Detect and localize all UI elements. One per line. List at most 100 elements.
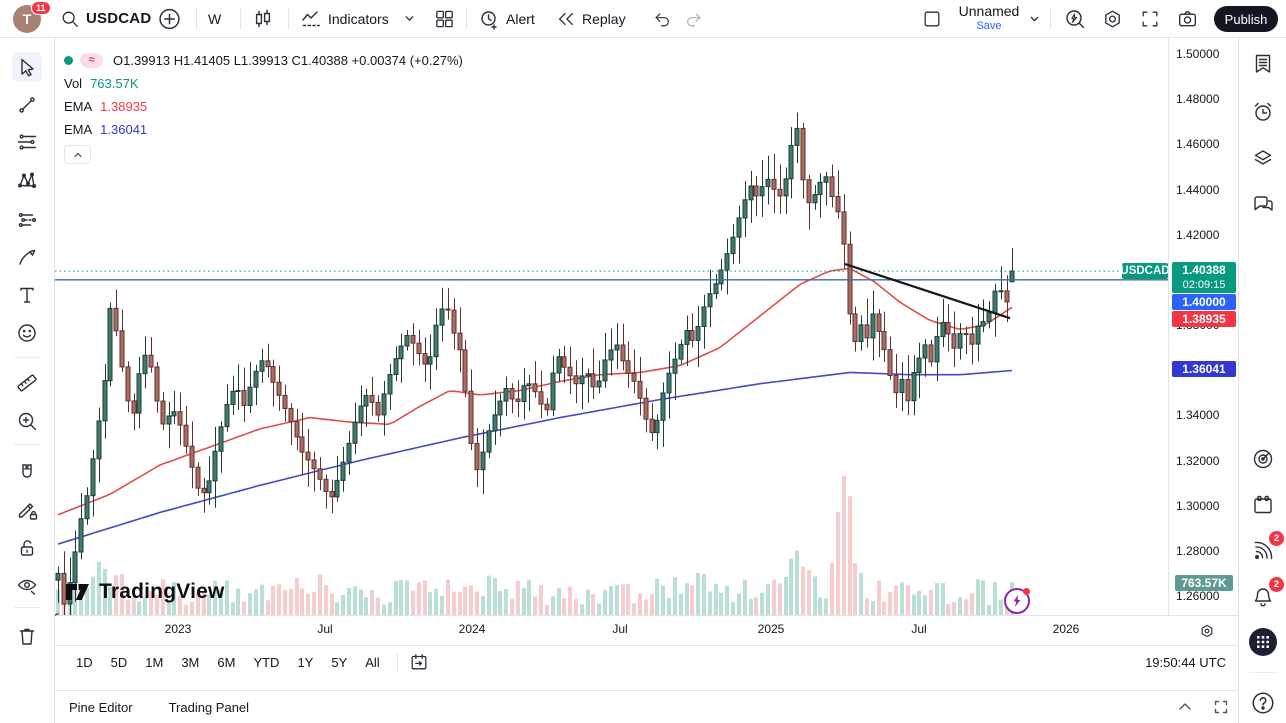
lock-drawings-button[interactable] [12, 533, 42, 563]
ema-slow-value: 1.36041 [100, 121, 148, 137]
alert-button[interactable]: Alert [478, 8, 535, 30]
indicators-dropdown-chevron-icon[interactable] [403, 12, 416, 25]
search-icon [60, 9, 80, 29]
all-apps-button[interactable] [1249, 628, 1277, 656]
range-button-ytd[interactable]: YTD [253, 654, 280, 670]
panel-maximize-button[interactable] [1211, 697, 1231, 717]
panel-collapse-button[interactable] [1175, 697, 1195, 717]
time-axis[interactable]: 2023 Jul 2024 Jul 2025 Jul 2026 [55, 615, 1238, 645]
plus-circle-icon [159, 8, 180, 29]
range-button-1y[interactable]: 1Y [297, 654, 314, 670]
range-button-1m[interactable]: 1M [145, 654, 164, 670]
eye-pencil-icon [17, 579, 37, 595]
alarm-clock-icon [1254, 102, 1272, 121]
tradingview-watermark: TradingView [64, 578, 225, 605]
emoji-tool-button[interactable] [12, 318, 42, 348]
ideas-button[interactable] [1248, 444, 1278, 474]
redo-button[interactable] [684, 9, 704, 29]
indicators-button[interactable]: Indicators [300, 8, 416, 30]
toolbar-divider [396, 653, 398, 671]
chart-legend: ≈ O1.39913 H1.41405 L1.39913 C1.40388 +0… [64, 50, 463, 164]
fullscreen-button[interactable] [1140, 9, 1160, 29]
trend-line-drawing[interactable] [844, 262, 1011, 320]
price-tick: 1.30000 [1176, 498, 1220, 513]
pattern-tool-button[interactable] [12, 165, 42, 195]
camera-icon [1179, 10, 1196, 26]
tab-trading-panel[interactable]: Trading Panel [168, 699, 250, 715]
range-button-5y[interactable]: 5Y [331, 654, 348, 670]
layout-select-button[interactable] [922, 9, 942, 29]
layout-dropdown-chevron-icon[interactable] [1028, 12, 1041, 25]
alerts-button[interactable] [1248, 97, 1278, 127]
calendar-button[interactable] [1248, 490, 1278, 520]
brush-tool-button[interactable] [12, 242, 42, 272]
layout-save-link[interactable]: Save [976, 20, 1002, 32]
layout-templates-button[interactable] [434, 8, 455, 29]
watchlist-button[interactable] [1248, 49, 1278, 79]
tab-pine-editor[interactable]: Pine Editor [69, 699, 133, 715]
range-button-1d[interactable]: 1D [76, 654, 93, 670]
time-label: 2023 [164, 622, 192, 636]
layout-name-label: Unnamed [958, 3, 1020, 19]
legend-collapse-button[interactable] [64, 145, 91, 164]
remove-drawings-button[interactable] [12, 621, 42, 651]
time-label: Jul [911, 622, 927, 636]
chat-button[interactable] [1248, 189, 1278, 219]
quick-search-button[interactable] [1064, 8, 1086, 30]
ema-fast-value: 1.38935 [100, 98, 148, 114]
ticker-price-tag: USDCAD [1120, 263, 1168, 280]
market-status-dot [64, 55, 73, 65]
instant-trading-button[interactable] [1004, 588, 1030, 614]
price-axis[interactable]: 1.260001.280001.300001.320001.340001.380… [1168, 38, 1238, 615]
chart-style-button[interactable] [252, 8, 274, 30]
undo-button[interactable] [652, 9, 672, 29]
watchlist-icon [1255, 54, 1271, 73]
range-button-3m[interactable]: 3M [181, 654, 200, 670]
price-tick: 1.32000 [1176, 453, 1220, 468]
legend-ema-slow-row[interactable]: EMA 1.36041 [64, 119, 463, 139]
layout-name-button[interactable]: Unnamed Save [952, 3, 1026, 33]
replay-button[interactable]: Replay [556, 9, 626, 29]
legend-ema-fast-row[interactable]: EMA 1.38935 [64, 96, 463, 116]
clock-utc[interactable]: 19:50:44 UTC [1145, 654, 1226, 670]
ema-fast-price-label: 1.38935 [1172, 311, 1236, 328]
fib-retracement-tool-button[interactable] [12, 127, 42, 157]
help-button[interactable] [1248, 688, 1278, 718]
object-tree-button[interactable] [1248, 143, 1278, 173]
top-toolbar: T 11 USDCAD W Indicators Alert Replay [0, 0, 1286, 38]
text-tool-button[interactable] [12, 280, 42, 310]
axis-settings-button[interactable] [1196, 620, 1218, 642]
notifications-button[interactable]: 2 [1248, 577, 1284, 612]
trend-line-tool-button[interactable] [12, 90, 42, 120]
add-symbol-button[interactable] [158, 7, 181, 30]
interval-label: W [208, 10, 222, 27]
screenshot-button[interactable] [1177, 8, 1198, 29]
hide-drawings-button[interactable] [12, 571, 42, 601]
range-button-6m[interactable]: 6M [217, 654, 236, 670]
cursor-tool-button[interactable] [12, 52, 42, 82]
streams-badge: 2 [1269, 531, 1284, 546]
ema-slow-line[interactable] [57, 369, 1013, 545]
candlestick-chart[interactable] [55, 38, 1168, 615]
measure-tool-button[interactable] [12, 368, 42, 398]
settings-button[interactable] [1102, 8, 1123, 29]
projection-tool-button[interactable] [12, 205, 42, 235]
go-to-date-button[interactable] [406, 649, 432, 675]
legend-main-row[interactable]: ≈ O1.39913 H1.41405 L1.39913 C1.40388 +0… [64, 50, 463, 70]
flash-alert-dot [1023, 588, 1030, 595]
streams-button[interactable]: 2 [1248, 531, 1284, 566]
publish-button[interactable]: Publish [1214, 6, 1278, 32]
chart-pane[interactable]: ≈ O1.39913 H1.41405 L1.39913 C1.40388 +0… [55, 38, 1168, 615]
legend-volume-row[interactable]: Vol 763.57K [64, 73, 463, 93]
range-button-all[interactable]: All [365, 654, 380, 670]
magnet-mode-button[interactable] [12, 457, 42, 487]
interval-button[interactable]: W [208, 11, 221, 27]
time-label: 2026 [1052, 622, 1080, 636]
symbol-search-button[interactable]: USDCAD [60, 9, 151, 29]
range-button-5d[interactable]: 5D [110, 654, 128, 670]
zoom-in-tool-button[interactable] [12, 406, 42, 436]
volume-label: Vol [64, 75, 83, 91]
tradingview-logo-icon [66, 584, 89, 600]
drawing-mode-lock-button[interactable] [12, 495, 42, 525]
price-tick: 1.42000 [1176, 227, 1220, 242]
